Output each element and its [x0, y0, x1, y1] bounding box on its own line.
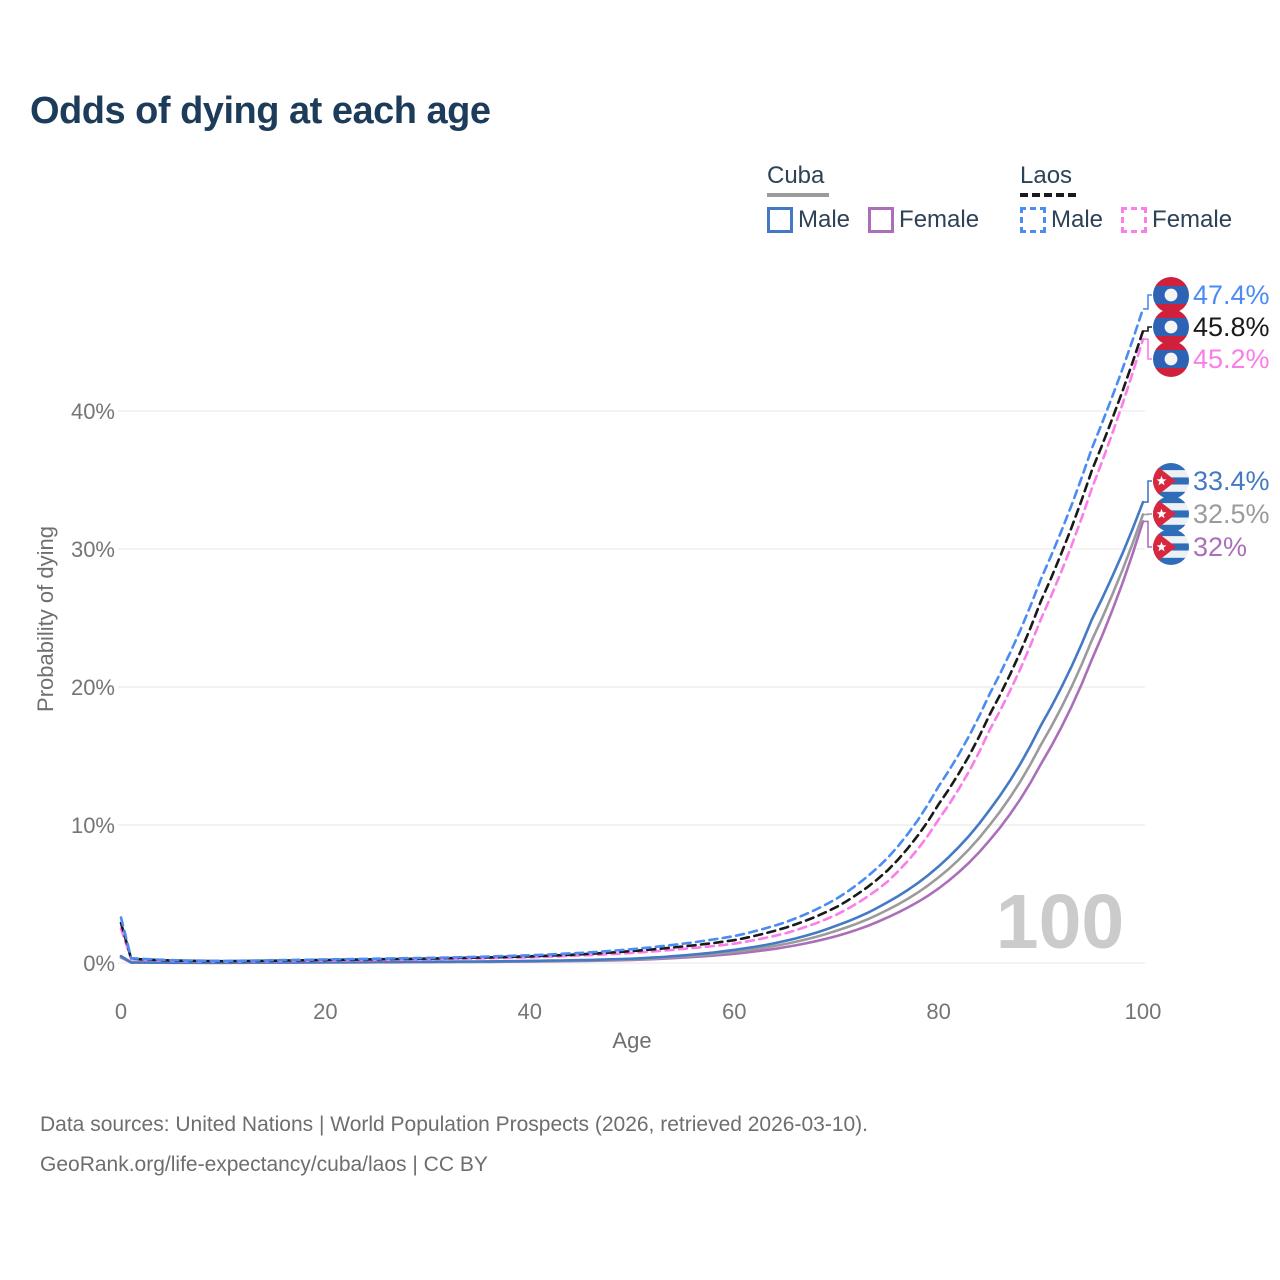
cuba-flag-stripe [1153, 536, 1189, 544]
flag-icon-laos [1153, 277, 1189, 313]
leader-line-cuba-combined [1143, 513, 1152, 516]
laos-flag-band [1153, 336, 1189, 345]
laos-flag-band [1153, 368, 1189, 377]
series-line-laos-male [119, 307, 1145, 963]
page-title: Odds of dying at each age [30, 90, 491, 132]
legend-label-laos-male: Male [1051, 206, 1104, 233]
end-label-laos-combined: 45.8% [1193, 312, 1270, 342]
legend-label-cuba-female: Female [899, 206, 980, 233]
laos-female-swatch-icon [1121, 207, 1148, 233]
cuba-flag-stripe [1153, 484, 1189, 492]
cuba-flag-stripe [1153, 470, 1189, 478]
legend-item-cuba-female[interactable]: Female [868, 206, 979, 234]
laos-flag-band [1153, 277, 1189, 286]
x-tick-label: 100 [1125, 999, 1162, 1024]
cuba-flag-triangle [1153, 463, 1176, 499]
laos-flag-moon [1164, 320, 1178, 334]
cuba-flag-stripe [1153, 529, 1189, 537]
legend-label-cuba-male: Male [798, 206, 851, 233]
flag-clip-group [1153, 463, 1189, 499]
legend-linestyle-cuba [767, 193, 829, 197]
flag-clip-group [1153, 529, 1189, 565]
cuba-flag-triangle [1153, 496, 1176, 532]
legend-item-cuba-male[interactable]: Male [767, 206, 850, 234]
age-watermark: 100 [995, 879, 1125, 965]
cuba-flag-star [1156, 541, 1167, 552]
end-label-cuba-female: 32% [1193, 532, 1247, 562]
laos-flag-band [1153, 309, 1189, 318]
cuba-flag-stripe [1153, 517, 1189, 525]
legend-label-laos-female: Female [1152, 206, 1233, 233]
flag-icon-laos [1153, 309, 1189, 345]
y-axis-title: Probability of dying [33, 526, 58, 712]
cuba-flag-stripe [1153, 524, 1189, 532]
leader-line-cuba-female [1143, 520, 1152, 548]
cuba-flag-stripe [1153, 550, 1189, 558]
legend-item-laos-male[interactable]: Male [1020, 206, 1103, 234]
cuba-flag-star [1156, 508, 1167, 519]
legend-country-laos: Laos [1020, 162, 1073, 189]
legend-group-cuba: Cuba Male Female [767, 162, 979, 234]
flag-icon-cuba [1153, 529, 1189, 565]
footer-source-line: Data sources: United Nations | World Pop… [40, 1113, 869, 1136]
cuba-flag-stripe [1153, 557, 1189, 565]
x-axis-title: Age [612, 1028, 652, 1053]
cuba-flag-stripe [1153, 463, 1189, 471]
y-tick-label: 0% [83, 951, 115, 976]
cuba-female-swatch-icon [868, 207, 895, 233]
footer: Data sources: United Nations | World Pop… [40, 1105, 868, 1185]
y-tick-label: 20% [71, 675, 115, 700]
legend-group-laos: Laos Male Female [1020, 162, 1232, 234]
series-line-laos-combined [119, 329, 1145, 963]
y-tick-label: 40% [71, 399, 115, 424]
series-line-laos-female [119, 337, 1145, 963]
cuba-flag-stripe [1153, 503, 1189, 511]
flag-clip-group [1153, 277, 1189, 313]
laos-flag-band [1153, 304, 1189, 313]
laos-male-swatch-icon [1020, 207, 1046, 233]
laos-flag-band [1153, 341, 1189, 350]
laos-flag-moon [1164, 352, 1178, 366]
x-tick-label: 40 [518, 999, 542, 1024]
flag-clip-group [1153, 309, 1189, 345]
legend-item-laos-female[interactable]: Female [1121, 206, 1232, 234]
end-label-cuba-combined: 32.5% [1193, 499, 1270, 529]
flag-icon-cuba [1153, 463, 1189, 499]
legend-linestyle-laos [1020, 193, 1076, 197]
cuba-flag-stripe [1153, 496, 1189, 504]
legend-country-cuba: Cuba [767, 162, 825, 189]
cuba-flag-triangle [1153, 529, 1176, 565]
cuba-male-swatch-icon [767, 207, 793, 233]
flag-clip-group [1153, 496, 1189, 532]
leader-line-cuba-male [1143, 480, 1152, 503]
x-tick-label: 0 [115, 999, 127, 1024]
x-tick-label: 60 [722, 999, 746, 1024]
leader-line-laos-male [1143, 294, 1152, 310]
end-label-laos-female: 45.2% [1193, 344, 1270, 374]
cuba-flag-stripe [1153, 491, 1189, 499]
end-label-cuba-male: 33.4% [1193, 466, 1270, 496]
series-line-cuba-male [119, 500, 1145, 964]
flag-icon-cuba [1153, 496, 1189, 532]
y-tick-label: 30% [71, 537, 115, 562]
x-tick-label: 20 [313, 999, 337, 1024]
leader-line-laos-female [1143, 338, 1152, 360]
laos-flag-moon [1164, 288, 1178, 302]
cuba-flag-star [1156, 475, 1167, 486]
y-tick-label: 10% [71, 813, 115, 838]
leader-line-laos-combined [1143, 326, 1152, 332]
x-tick-label: 80 [926, 999, 950, 1024]
footer-link-line: GeoRank.org/life-expectancy/cuba/laos | … [40, 1153, 488, 1176]
flag-icon-laos [1153, 341, 1189, 377]
end-label-laos-male: 47.4% [1193, 280, 1270, 310]
flag-clip-group [1153, 341, 1189, 377]
